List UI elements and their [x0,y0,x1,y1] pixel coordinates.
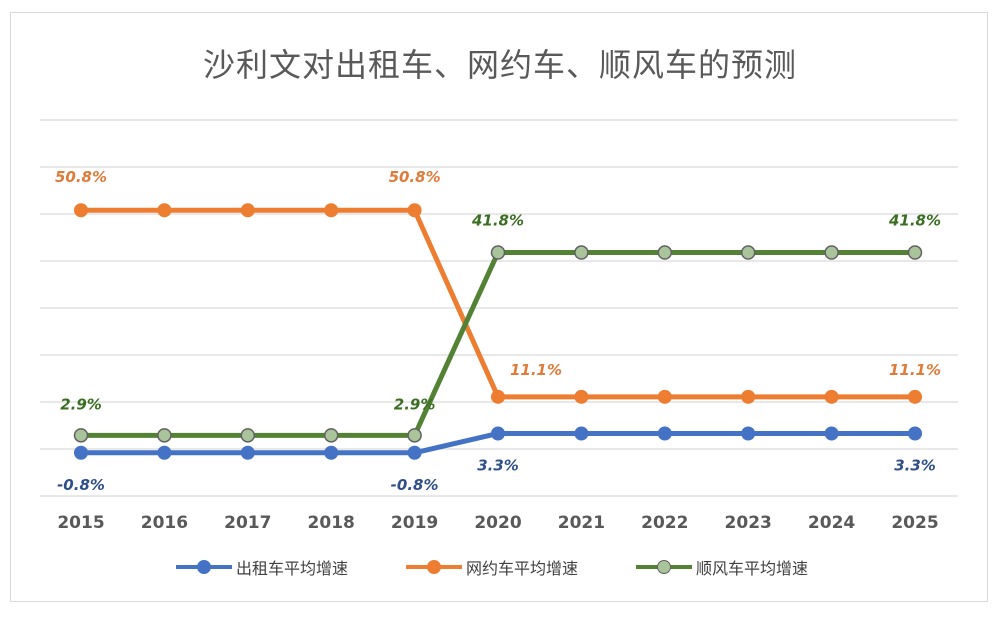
data-label: -0.8% [391,476,439,494]
data-point [74,445,88,460]
data-point [824,389,839,404]
data-point [740,245,756,260]
legend-swatch-ridehailing [406,555,462,579]
x-tick-label: 2019 [391,513,438,533]
data-point [240,428,256,443]
data-point [741,389,756,404]
data-point [490,245,506,260]
data-point [407,445,422,460]
legend-label-ridehailing: 网约车平均增速 [466,559,579,578]
data-point [491,389,505,404]
data-point [407,203,422,218]
x-tick-label: 2024 [808,513,855,533]
data-label: 2.9% [394,395,436,413]
legend-label-taxi: 出租车平均增速 [236,559,349,578]
data-point [73,428,89,443]
data-point [908,426,922,441]
legend-marker-icon [657,560,671,574]
data-point [574,426,589,441]
x-tick-label: 2015 [57,513,104,533]
x-tick-label: 2022 [641,513,688,533]
data-point [240,203,255,218]
data-label: 3.3% [477,456,519,474]
data-label: 50.8% [55,168,107,186]
data-label: 11.1% [510,361,562,379]
legend-swatch-carpool [636,555,692,579]
data-point [657,245,673,260]
legend-item-taxi: 出租车平均增速 [176,555,348,579]
x-axis-tick-labels: 2015 2016 2017 2018 2019 2020 2021 2022 2023 2024… [57,513,938,533]
data-point [323,428,339,443]
data-point [741,426,756,441]
data-point [157,445,172,460]
data-point [574,389,589,404]
data-point [324,445,339,460]
x-tick-label: 2018 [308,513,355,533]
legend-label-carpool: 顺风车平均增速 [696,559,809,578]
legend: 出租车平均增速 网约车平均增速 顺风车平均增速 [0,555,1000,579]
data-point [657,389,672,404]
data-point [157,203,172,218]
data-point [324,203,339,218]
data-label: 11.1% [889,361,941,379]
data-labels: -0.8% -0.8% 3.3% 3.3% 50.8% 50.8% 11.1% 11.1% 2.… [55,168,941,494]
x-tick-label: 2017 [224,513,271,533]
data-label: 41.8% [471,212,524,230]
data-point [908,389,922,404]
legend-marker-icon [427,560,441,574]
series-line-2 [78,250,918,438]
data-label: 2.9% [60,395,102,413]
legend-swatch-taxi [176,555,232,579]
data-label: 50.8% [389,168,441,186]
x-tick-label: 2023 [725,513,772,533]
data-point [824,426,839,441]
legend-item-ridehailing: 网约车平均增速 [406,555,578,579]
legend-item-carpool: 顺风车平均增速 [636,555,808,579]
legend-marker-icon [197,560,211,574]
series-group [73,203,923,460]
chart-title: 沙利文对出租车、网约车、顺风车的预测 [202,46,797,84]
chart-frame [10,12,988,602]
data-label: -0.8% [57,476,105,494]
x-tick-label: 2025 [891,513,938,533]
data-label: 41.8% [888,212,941,230]
data-point [824,245,839,260]
data-point [74,203,88,218]
x-tick-label: 2020 [474,513,521,533]
data-point [574,245,589,260]
data-point [240,445,255,460]
x-tick-label: 2021 [558,513,605,533]
data-point [657,426,672,441]
series-line-1 [78,207,918,400]
x-tick-label: 2016 [141,513,188,533]
data-point [157,428,172,443]
data-point [407,428,422,443]
data-point [491,426,505,441]
data-label: 3.3% [894,456,936,474]
data-point [907,245,923,260]
